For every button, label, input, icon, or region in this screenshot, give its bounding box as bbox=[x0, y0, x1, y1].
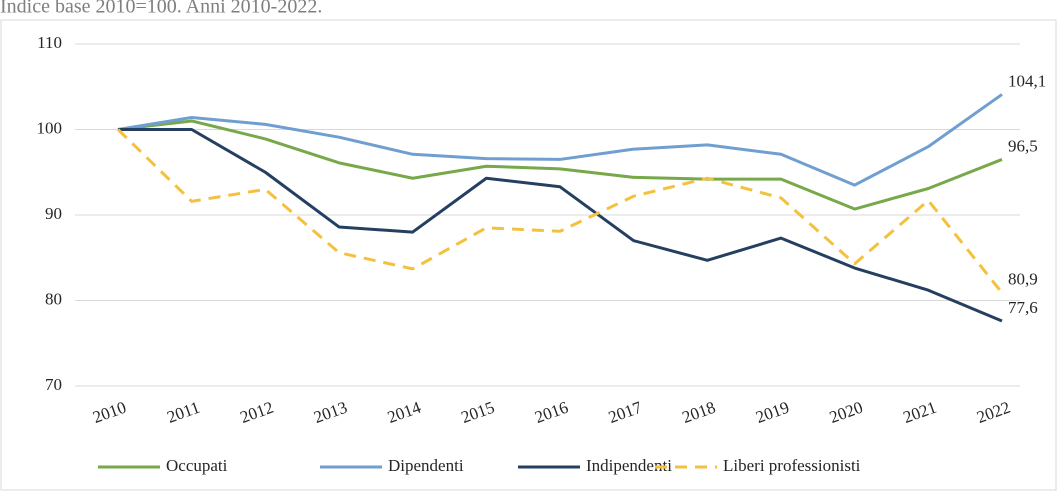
legend-label: Indipendenti bbox=[586, 456, 672, 475]
y-tick-label: 70 bbox=[45, 375, 62, 394]
legend-label: Occupati bbox=[166, 456, 228, 475]
x-tick-label: 2018 bbox=[680, 398, 718, 427]
y-tick-label: 100 bbox=[37, 118, 63, 137]
x-tick-label: 2017 bbox=[606, 397, 645, 427]
y-tick-label: 80 bbox=[45, 289, 62, 308]
series-line bbox=[117, 93, 1003, 187]
x-tick-label: 2014 bbox=[385, 397, 424, 427]
x-tick-label: 2011 bbox=[165, 398, 203, 427]
chart-frame bbox=[0, 19, 1057, 491]
series-line bbox=[116, 128, 1004, 294]
x-tick-label: 2012 bbox=[238, 398, 276, 427]
data-label: 77,6 bbox=[1008, 298, 1038, 317]
x-tick-label: 2021 bbox=[901, 398, 939, 427]
data-label: 96,5 bbox=[1008, 136, 1038, 155]
x-tick-label: 2016 bbox=[532, 398, 570, 427]
x-tick-label: 2015 bbox=[459, 398, 497, 427]
chart-subtitle: Indice base 2010=100. Anni 2010-2022. bbox=[0, 0, 322, 18]
x-tick-label: 2022 bbox=[974, 398, 1012, 427]
x-tick-label: 2010 bbox=[90, 398, 128, 427]
x-tick-label: 2020 bbox=[827, 398, 865, 427]
data-label: 80,9 bbox=[1008, 270, 1038, 289]
legend-label: Dipendenti bbox=[388, 456, 464, 475]
legend-label: Liberi professionisti bbox=[723, 456, 861, 475]
x-tick-label: 2013 bbox=[311, 398, 349, 427]
series-line bbox=[118, 128, 1003, 323]
y-tick-label: 110 bbox=[37, 33, 62, 52]
y-tick-label: 90 bbox=[45, 204, 62, 223]
data-label: 104,1 bbox=[1008, 71, 1046, 90]
x-tick-label: 2019 bbox=[753, 398, 791, 427]
series-line bbox=[117, 119, 1003, 211]
